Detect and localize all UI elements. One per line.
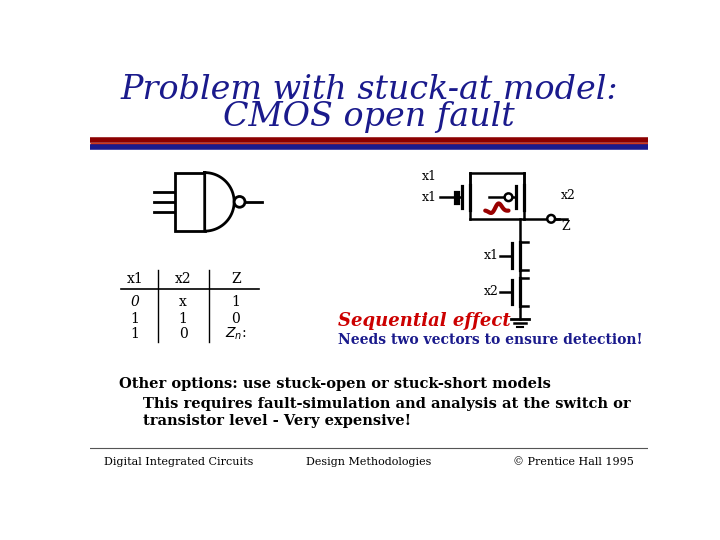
Text: 1: 1	[130, 312, 140, 326]
Text: x1: x1	[422, 191, 437, 204]
Text: Z: Z	[231, 272, 240, 286]
Text: x1: x1	[422, 170, 437, 183]
Text: © Prentice Hall 1995: © Prentice Hall 1995	[513, 457, 634, 467]
Text: x2: x2	[561, 189, 576, 202]
Text: 1: 1	[179, 312, 187, 326]
Text: Design Methodologies: Design Methodologies	[306, 457, 432, 467]
Circle shape	[547, 215, 555, 222]
Circle shape	[505, 193, 513, 201]
Text: x2: x2	[175, 272, 192, 286]
Text: Sequential effect: Sequential effect	[338, 312, 510, 330]
Text: 0: 0	[179, 327, 187, 341]
Text: x2: x2	[484, 286, 498, 299]
Text: This requires fault-simulation and analysis at the switch or: This requires fault-simulation and analy…	[143, 396, 630, 410]
Polygon shape	[204, 173, 234, 231]
Text: 0: 0	[130, 295, 140, 309]
Text: Needs two vectors to ensure detection!: Needs two vectors to ensure detection!	[338, 334, 643, 347]
Text: transistor level - Very expensive!: transistor level - Very expensive!	[143, 414, 411, 428]
Text: Problem with stuck-at model:: Problem with stuck-at model:	[120, 74, 618, 106]
Text: x: x	[179, 295, 187, 309]
Text: 0: 0	[231, 312, 240, 326]
Text: x1: x1	[127, 272, 143, 286]
Text: 1: 1	[130, 327, 140, 341]
Text: Z: Z	[561, 220, 570, 233]
Text: Digital Integrated Circuits: Digital Integrated Circuits	[104, 457, 253, 467]
Text: CMOS open fault: CMOS open fault	[223, 101, 515, 133]
Circle shape	[234, 197, 245, 207]
Text: x1: x1	[483, 249, 498, 262]
Text: Other options: use stuck-open or stuck-short models: Other options: use stuck-open or stuck-s…	[120, 377, 552, 392]
Bar	[175, 173, 204, 231]
Text: 1: 1	[231, 295, 240, 309]
Text: $Z_n$:: $Z_n$:	[225, 326, 246, 342]
